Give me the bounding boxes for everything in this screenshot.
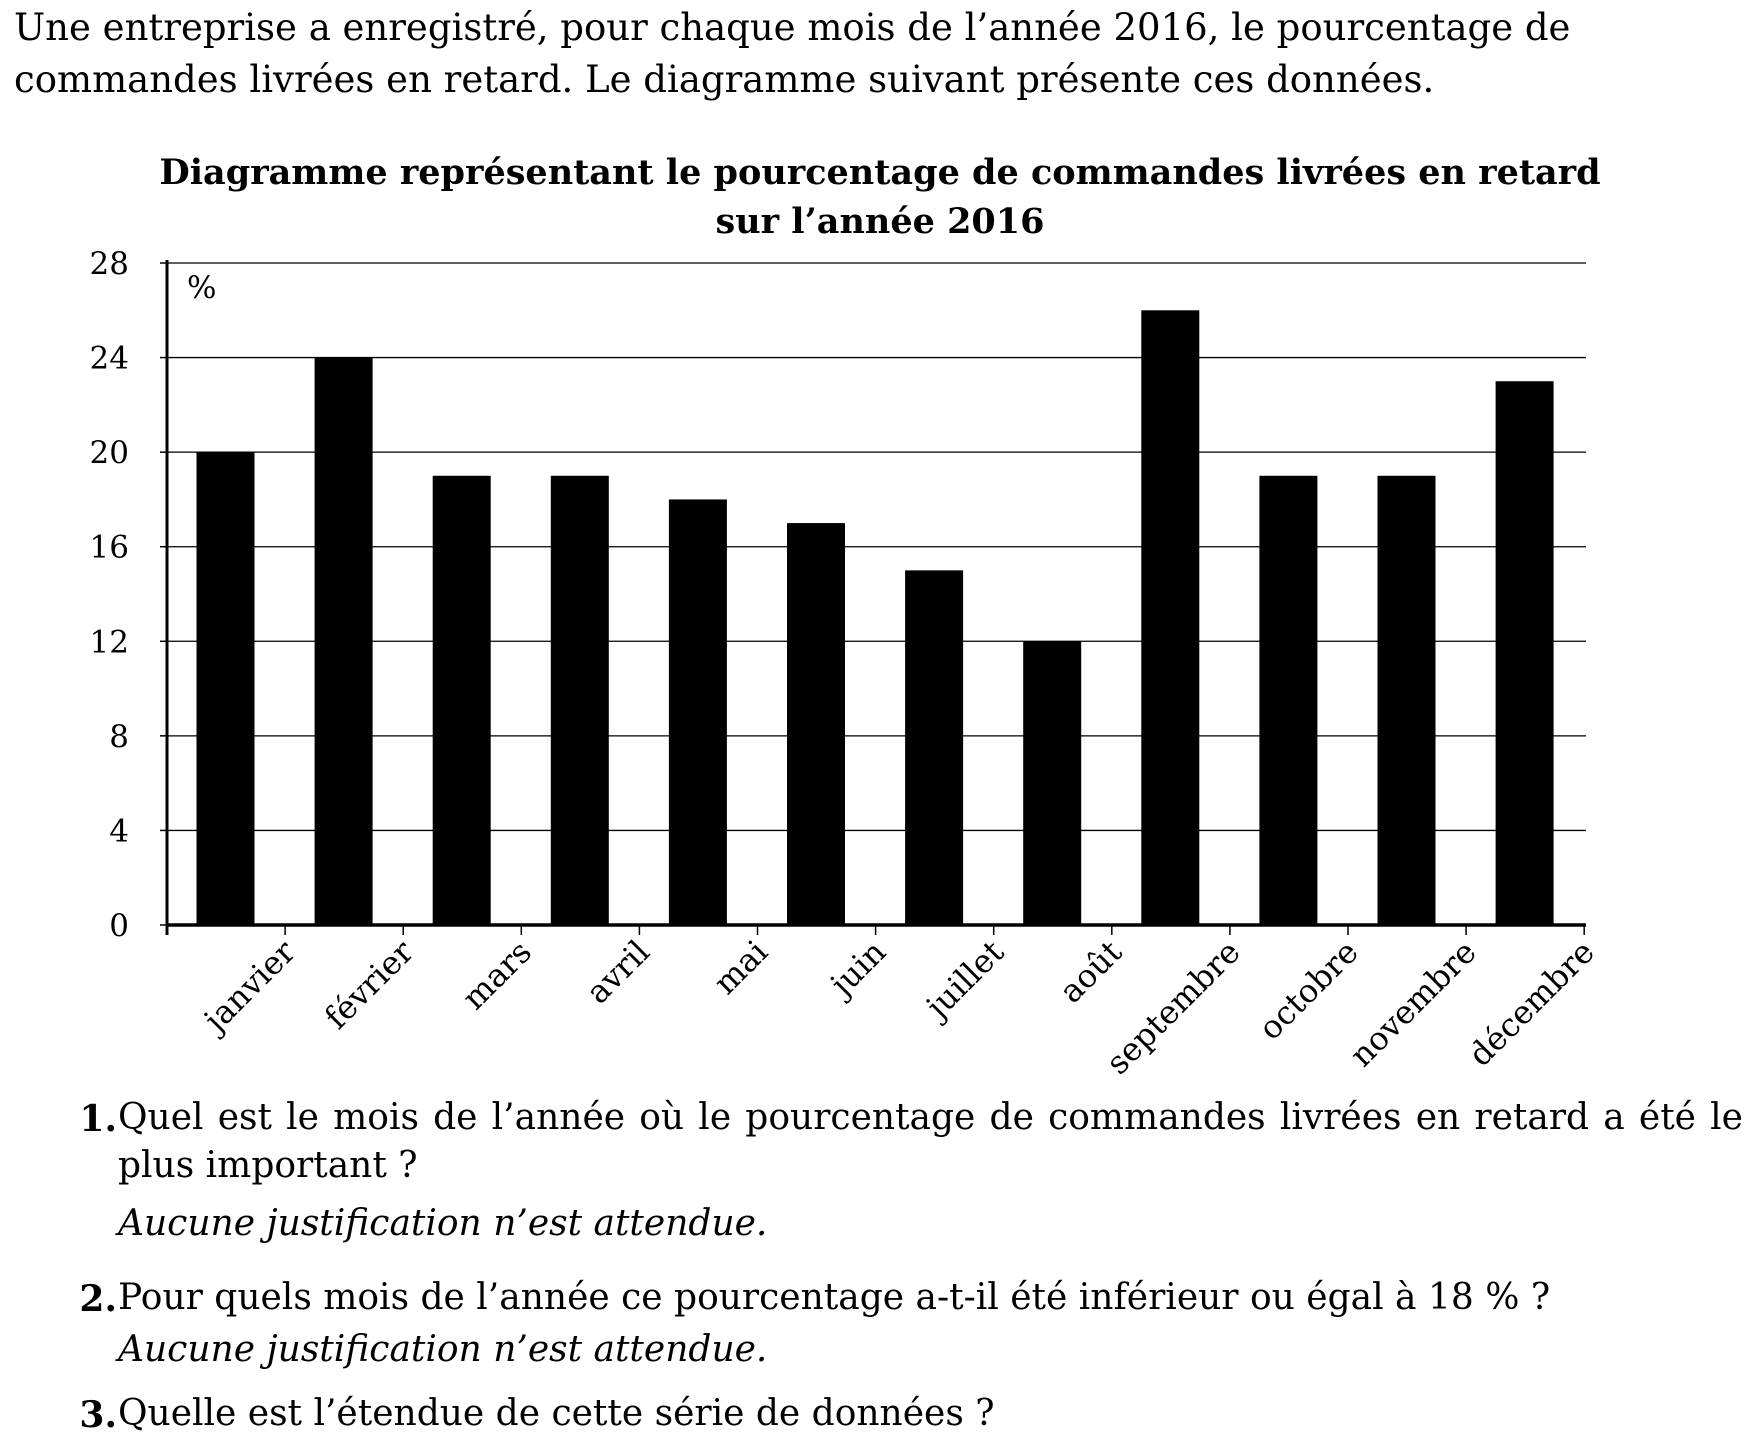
- question-note: Aucune justification n’est attendue.: [118, 1203, 768, 1244]
- bar-juin: [787, 523, 845, 925]
- question-number: 3.: [79, 1394, 117, 1436]
- bar-avril: [550, 475, 609, 925]
- x-tick-label: novembre: [1342, 933, 1483, 1074]
- x-tick-label: mars: [455, 933, 539, 1017]
- bar-janvier: [196, 452, 255, 925]
- chart-title-line-2: sur l’année 2016: [715, 201, 1045, 242]
- y-tick-label: 28: [90, 246, 129, 282]
- bar-septembre: [1141, 310, 1200, 925]
- axes: [160, 260, 1586, 935]
- bar-juillet: [905, 570, 964, 925]
- chart-title-line-1: Diagramme représentant le pourcentage de…: [159, 152, 1601, 193]
- y-tick-label: 24: [90, 341, 129, 377]
- bar-décembre: [1495, 381, 1554, 925]
- chart-title: Diagramme représentant le pourcentage de…: [120, 148, 1640, 246]
- x-tick-label: juillet: [916, 933, 1012, 1029]
- bar-mars: [432, 475, 491, 925]
- x-tick-label: février: [317, 932, 421, 1036]
- y-axis-unit-label: %: [187, 270, 216, 306]
- bar-février: [314, 357, 373, 926]
- intro-text: Une entreprise a enregistré, pour chaque…: [14, 6, 1571, 101]
- y-tick-label: 16: [90, 530, 129, 566]
- y-tick-label: 0: [109, 908, 129, 944]
- y-tick-label: 20: [90, 435, 129, 471]
- x-tick-label: mai: [706, 933, 775, 1002]
- x-tick-label: juin: [820, 933, 893, 1006]
- bar-octobre: [1259, 475, 1318, 925]
- bars: [196, 310, 1554, 926]
- bar-août: [1023, 641, 1082, 925]
- x-tick-label: décembre: [1461, 933, 1602, 1074]
- bar-novembre: [1377, 475, 1436, 925]
- x-tick-labels: janvier février mars avril mai juin juillet aoû…: [194, 932, 1602, 1081]
- question-note: Aucune justification n’est attendue.: [118, 1329, 768, 1370]
- x-tick-label: octobre: [1251, 933, 1366, 1048]
- y-tick-labels: 0 4 8 12 16 20 24 28: [90, 246, 129, 944]
- question-text: Quel est le mois de l’année où le pource…: [118, 1097, 1743, 1186]
- x-tick-label: avril: [579, 933, 657, 1011]
- question-text: Pour quels mois de l’année ce pourcentag…: [118, 1277, 1551, 1318]
- y-tick-label: 4: [109, 813, 129, 849]
- y-tick-label: 8: [109, 719, 129, 755]
- question-number: 2.: [79, 1278, 117, 1320]
- bar-chart: 0 4 8 12 16 20 24 28 janvier février mars avril mai…: [90, 246, 1602, 1082]
- x-tick-label: janvier: [194, 932, 304, 1042]
- question-number: 1.: [79, 1098, 117, 1140]
- bar-mai: [668, 499, 727, 925]
- x-tick-label: août: [1052, 933, 1130, 1011]
- grid-lines: [167, 262, 1586, 832]
- question-text: Quelle est l’étendue de cette série de d…: [118, 1393, 995, 1434]
- y-tick-label: 12: [90, 624, 129, 660]
